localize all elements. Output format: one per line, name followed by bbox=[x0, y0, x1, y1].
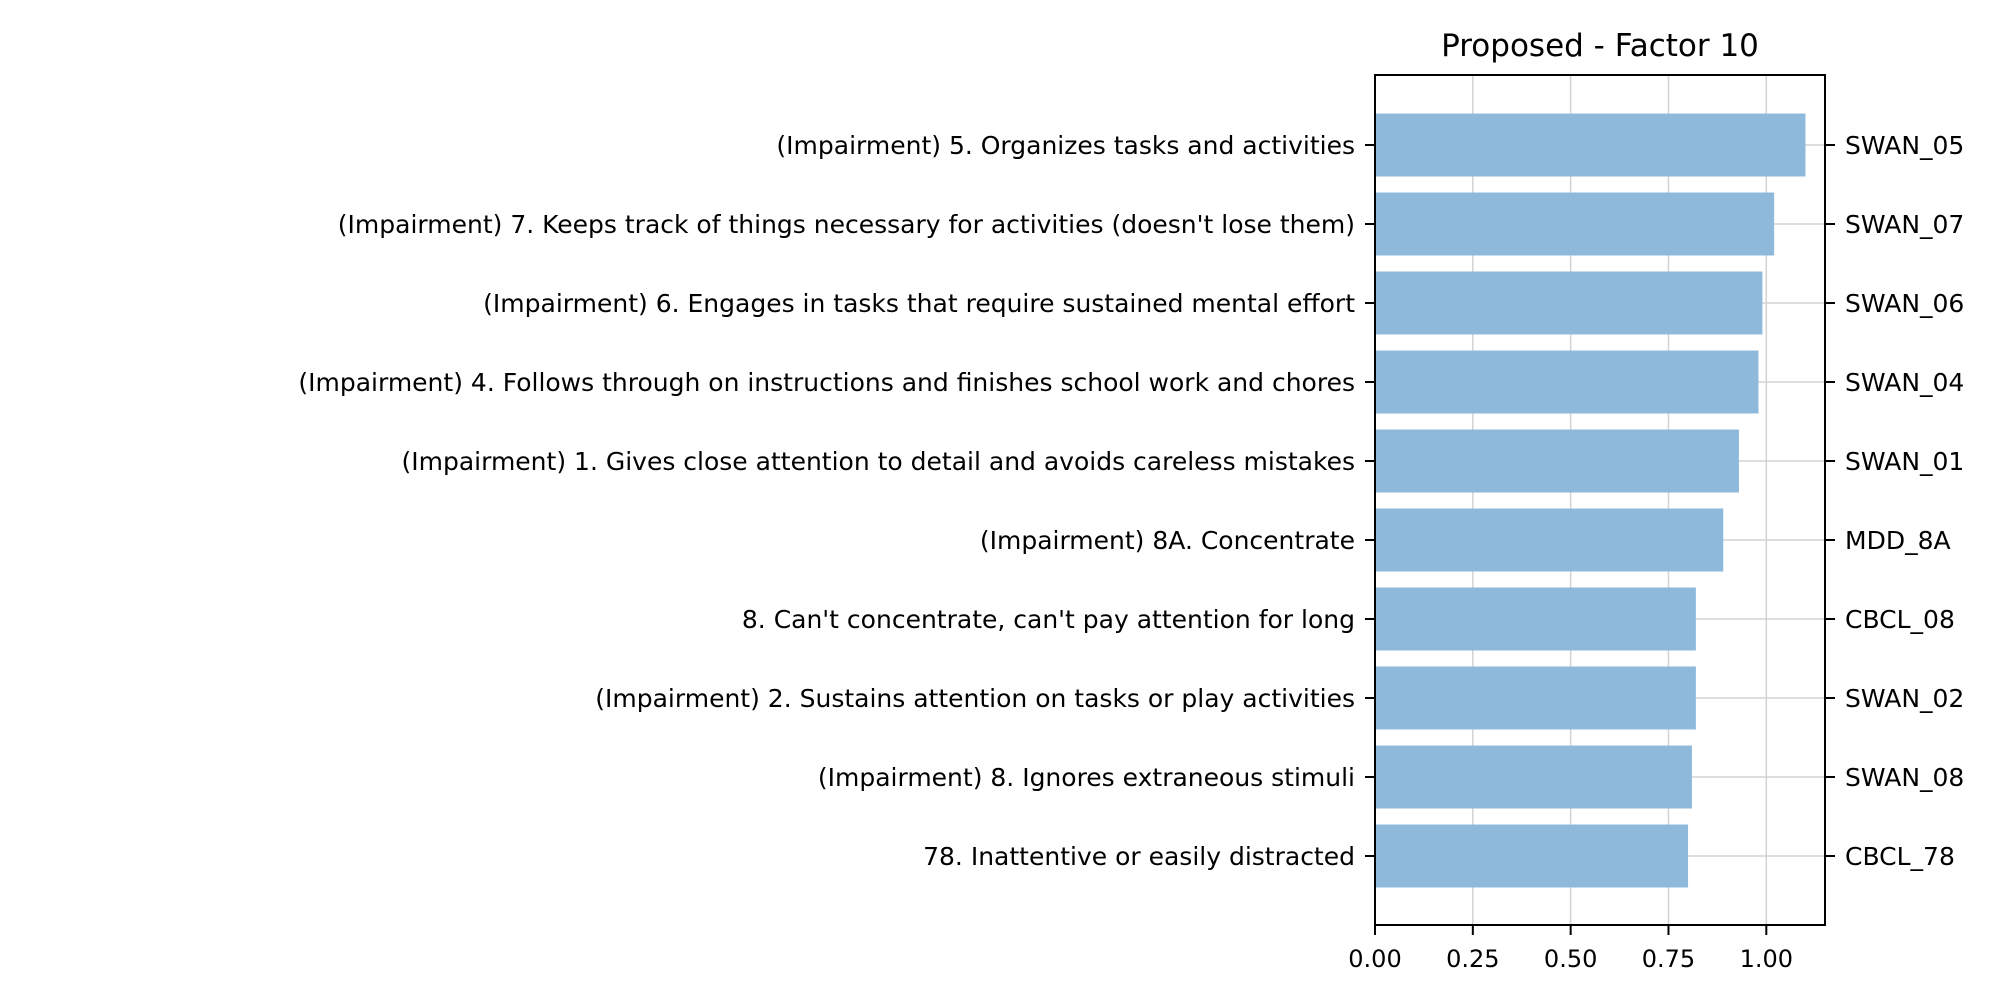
y-tick-label: (Impairment) 7. Keeps track of things ne… bbox=[338, 210, 1355, 239]
plot-frame bbox=[1374, 74, 1826, 926]
bar bbox=[1375, 666, 1696, 730]
bar bbox=[1375, 350, 1759, 414]
right-code-label: MDD_8A bbox=[1845, 526, 1951, 555]
y-tick-label: (Impairment) 2. Sustains attention on ta… bbox=[595, 684, 1355, 713]
right-code-label: SWAN_04 bbox=[1845, 368, 1964, 397]
x-tick-label: 0.25 bbox=[1446, 945, 1499, 973]
right-code-label: CBCL_08 bbox=[1845, 605, 1955, 634]
chart-title: Proposed - Factor 10 bbox=[1441, 28, 1759, 64]
right-code-label: CBCL_78 bbox=[1845, 842, 1955, 871]
y-tick-label: 8. Can't concentrate, can't pay attentio… bbox=[742, 605, 1355, 634]
bars-layer bbox=[1375, 113, 1806, 888]
bar bbox=[1375, 587, 1696, 651]
right-code-label: SWAN_07 bbox=[1845, 210, 1964, 239]
bar bbox=[1375, 745, 1692, 809]
x-tick-label: 0.50 bbox=[1544, 945, 1597, 973]
bar bbox=[1375, 429, 1739, 493]
bar bbox=[1375, 271, 1763, 335]
x-tick-label: 0.75 bbox=[1642, 945, 1695, 973]
right-code-label: SWAN_05 bbox=[1845, 131, 1964, 160]
y-tick-label: (Impairment) 1. Gives close attention to… bbox=[402, 447, 1356, 476]
y-tick-label: (Impairment) 8A. Concentrate bbox=[980, 526, 1355, 555]
bar bbox=[1375, 192, 1775, 256]
x-tick-label: 0.00 bbox=[1348, 945, 1401, 973]
right-code-label: SWAN_08 bbox=[1845, 763, 1964, 792]
y-tick-label: (Impairment) 4. Follows through on instr… bbox=[298, 368, 1355, 397]
y-tick-label: (Impairment) 8. Ignores extraneous stimu… bbox=[818, 763, 1355, 792]
y-tick-label: 78. Inattentive or easily distracted bbox=[923, 842, 1355, 871]
y-tick-label: (Impairment) 5. Organizes tasks and acti… bbox=[776, 131, 1355, 160]
right-code-label: SWAN_01 bbox=[1845, 447, 1964, 476]
bar bbox=[1375, 824, 1689, 888]
x-tick-label: 1.00 bbox=[1740, 945, 1793, 973]
bar bbox=[1375, 508, 1724, 572]
bar bbox=[1375, 113, 1806, 177]
ticks-layer: 0.00 0.25 0.50 0.75 1.00 (Impairment) 5. Orga… bbox=[298, 131, 1964, 973]
right-code-label: SWAN_02 bbox=[1845, 684, 1964, 713]
right-code-label: SWAN_06 bbox=[1845, 289, 1964, 318]
y-tick-label: (Impairment) 6. Engages in tasks that re… bbox=[483, 289, 1355, 318]
